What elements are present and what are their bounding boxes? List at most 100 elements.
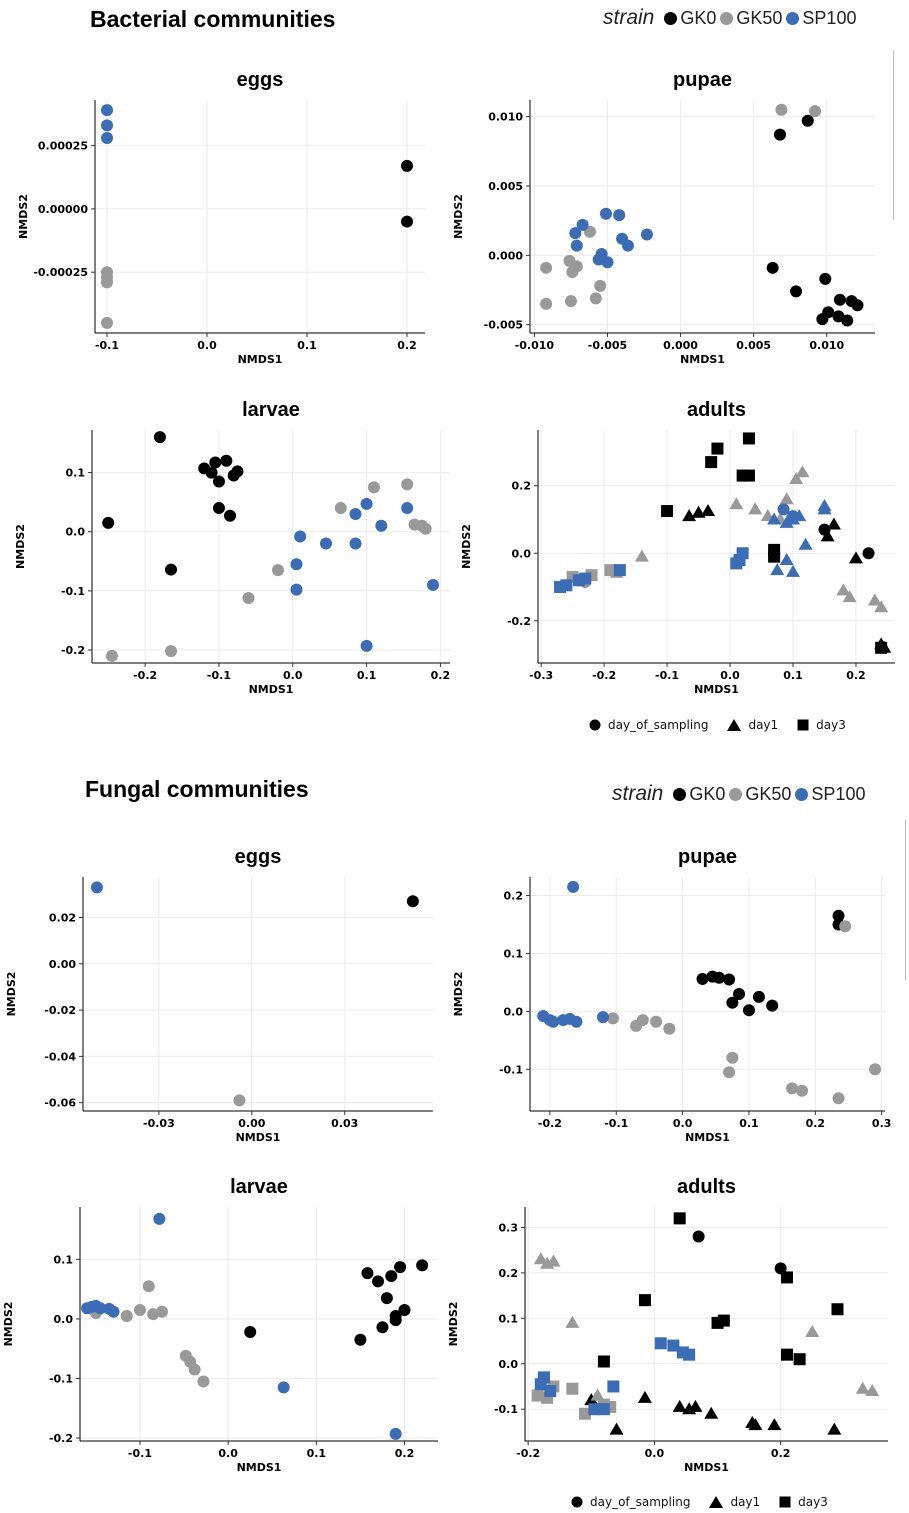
x-tick-label: -0.2 [538,1117,562,1130]
y-axis-label: NMDS2 [14,524,27,569]
x-tick-label: 0.010 [809,339,844,352]
y-axis-label: NMDS2 [452,194,465,239]
point-gk50-circle [105,649,118,662]
point-gk0-triangle [767,1418,782,1431]
x-tick-label: 0.0 [197,339,217,352]
x-tick-label: 0.0 [673,1117,693,1130]
y-tick-label: 0.00 [49,958,76,971]
point-gk50-triangle [867,593,882,606]
legend-gk0: GK0 [689,783,726,804]
point-gk50-circle [540,261,553,274]
point-gk0-triangle [637,1390,652,1403]
chart-fungal-pupae: pupae -0.2 -0.1 0.0 0.1 0.2 0.3 -0.1 0.0 0.1 0.2 NM… [452,846,891,1144]
point-gk50-circle [334,502,347,515]
point-gk0-circle [209,456,222,469]
x-tick-label: 0.2 [395,1447,415,1460]
point-sp100-circle [349,537,362,550]
y-tick-label: 0.2 [499,1267,519,1280]
x-tick-label: 0.0 [645,1447,665,1460]
y-tick-label: -0.1 [499,1063,523,1076]
point-gk50-triangle [795,465,810,478]
legend-gk50: GK50 [736,7,783,28]
x-tick-label: 0.0 [218,1447,238,1460]
sp100-swatch-icon [786,11,800,25]
point-gk50-circle [101,276,113,289]
point-gk0-square [742,432,755,445]
point-gk50-triangle [874,600,889,613]
point-sp100-circle [570,239,583,252]
legend-day1: day1 [748,718,779,732]
square-shape-icon [779,1496,791,1508]
y-tick-label: 0.0 [66,526,86,539]
point-gk0-circle [244,1326,257,1339]
point-sp100-circle [101,119,113,132]
point-gk0-square [768,550,781,563]
point-gk0-square [661,505,674,518]
y-tick-label: 0.00000 [38,203,88,216]
point-gk50-triangle [590,1388,605,1401]
point-sp100-triangle [779,515,794,528]
y-tick-label: 0.2 [504,890,524,903]
point-gk0-circle [401,159,413,172]
point-gk0-circle [819,272,832,285]
strain-legend-label: strain [612,782,664,805]
point-gk50-circle [233,1094,246,1107]
point-gk0-circle [742,1004,755,1017]
y-tick-label: 0.0 [54,1313,74,1326]
y-tick-label: -0.06 [44,1097,76,1110]
point-gk0-square [673,1212,686,1225]
point-gk0-circle [224,509,237,522]
bacterial-section-title: Bacterial communities [90,6,336,32]
y-tick-label: -0.005 [484,319,523,332]
point-gk0-circle [227,469,240,482]
legend-day1: day1 [730,1495,761,1509]
point-gk50-triangle [779,492,794,505]
point-gk0-circle [713,971,726,984]
point-gk50-triangle [805,1324,820,1337]
point-gk0-circle [372,1275,385,1288]
point-sp100-circle [547,1015,560,1028]
y-tick-label: -0.2 [61,644,85,657]
point-sp100-square [588,1403,601,1416]
x-tick-label: -0.03 [143,1117,175,1130]
panel-title: pupae [673,69,732,91]
point-gk50-circle [809,105,822,118]
point-gk50-triangle [842,590,857,603]
point-gk0-circle [385,1270,398,1283]
point-gk0-circle [212,502,225,515]
point-gk0-circle [774,1262,787,1275]
point-gk0-triangle [848,551,863,564]
point-gk50-circle [566,265,579,278]
x-axis-label: NMDS1 [237,1461,282,1474]
y-tick-label: 0.1 [66,467,86,480]
point-gk50-circle [796,1084,809,1097]
strain-legend-fungal: strain GK0 GK50 SP100 [612,782,869,806]
point-gk50-circle [663,1022,676,1035]
y-tick-label: -0.1 [61,585,85,598]
point-gk0-square [638,1294,651,1307]
point-sp100-circle [576,218,589,231]
x-tick-label: 0.0 [720,669,740,682]
panel-title: eggs [235,846,282,868]
point-gk50-triangle [748,502,763,515]
point-gk0-circle [723,973,736,986]
point-gk50-circle [786,1082,799,1095]
point-gk0-square [780,1348,793,1361]
point-sp100-circle [401,502,414,515]
point-sp100-circle [569,227,582,240]
y-tick-label: 0.000 [488,249,523,262]
strain-legend-label: strain [603,6,655,29]
point-gk50-triangle [729,497,744,510]
point-sp100-circle [294,530,307,543]
y-tick-label: -0.2 [507,615,531,628]
point-gk0-triangle [701,504,715,517]
x-tick-label: 0.1 [739,1117,759,1130]
point-gk0-triangle [748,1418,763,1431]
point-gk0-circle [164,563,177,576]
y-tick-label: 0.0 [512,547,532,560]
point-gk50-circle [540,297,553,310]
point-gk0-square [780,1271,793,1284]
gk50-swatch-icon [720,11,734,25]
point-gk0-circle [733,988,746,1000]
y-axis-label: NMDS2 [17,194,30,239]
